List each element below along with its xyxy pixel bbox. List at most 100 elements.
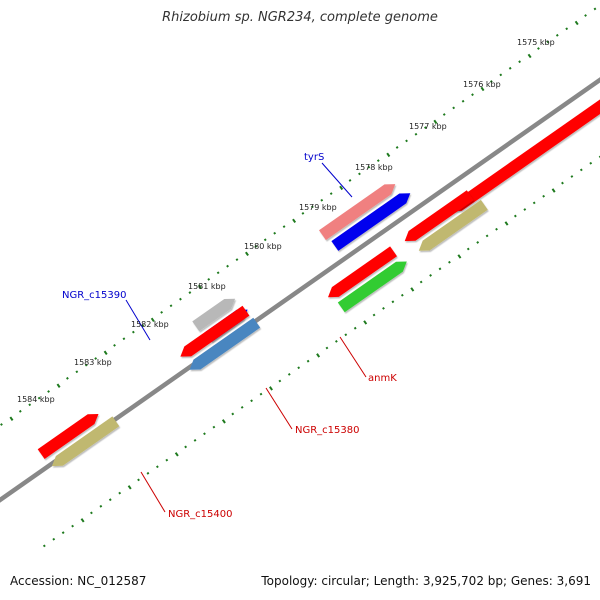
tick-mark-outer [0, 423, 3, 426]
tick-mark-inner [523, 208, 527, 211]
tick-mark-inner [212, 425, 216, 429]
tick-mark-outer [245, 251, 249, 257]
tick-label: 1579 kbp [299, 203, 337, 212]
tick-dots-outer [0, 7, 597, 426]
tick-mark-outer [518, 60, 522, 64]
tick-mark-outer [424, 126, 427, 130]
tick-mark-inner [448, 260, 451, 264]
tick-mark-outer [527, 53, 532, 59]
tick-mark-outer [254, 245, 258, 248]
gene-label: NGR_c15390 [62, 290, 127, 301]
tick-mark-outer [18, 409, 22, 413]
gene-feature[interactable] [51, 416, 120, 467]
tick-mark-inner [532, 201, 536, 205]
gene-feature[interactable] [404, 190, 474, 242]
tick-mark-outer [141, 324, 145, 327]
tick-mark-outer [480, 86, 485, 92]
tick-mark-outer [461, 99, 465, 103]
tick-mark-outer [273, 231, 277, 235]
tick-mark-inner [363, 320, 368, 325]
tick-mark-inner [174, 452, 179, 457]
tick-mark-outer [122, 337, 126, 341]
tick-mark-outer [358, 172, 361, 176]
gene-feature[interactable] [319, 184, 396, 241]
tick-label: 1580 kbp [244, 242, 282, 251]
gene-feature[interactable] [418, 199, 488, 251]
tick-mark-inner [287, 372, 291, 376]
tick-mark-inner [259, 392, 263, 396]
tick-mark-inner [306, 359, 310, 363]
tick-label: 1583 kbp [74, 358, 112, 367]
tick-mark-outer [348, 179, 352, 182]
tick-mark-outer [320, 198, 324, 202]
tick-mark-outer [84, 363, 88, 367]
tick-mark-outer [282, 225, 286, 229]
tick-mark-inner [542, 194, 546, 198]
tick-dots-inner [42, 155, 600, 548]
tick-mark-inner [184, 445, 188, 449]
tick-mark-inner [127, 485, 132, 490]
tick-mark-inner [297, 366, 301, 370]
tick-mark-outer [56, 383, 61, 388]
tick-mark-inner [551, 188, 556, 193]
gene-feature[interactable] [189, 317, 261, 370]
label-leader-lines [125, 162, 367, 513]
tick-mark-outer [310, 205, 314, 209]
tick-mark-inner [108, 498, 112, 502]
gene-feature[interactable] [328, 246, 397, 298]
tick-mark-outer [37, 396, 41, 400]
tick-label: 1581 kbp [188, 282, 226, 291]
tick-mark-outer [169, 304, 173, 308]
tick-mark-outer [471, 93, 474, 97]
tick-mark-outer [452, 106, 456, 110]
tick-mark-inner [504, 221, 509, 226]
tick-mark-inner [90, 511, 93, 515]
tick-mark-inner [438, 267, 442, 271]
tick-mark-outer [442, 113, 446, 116]
tick-mark-outer [179, 297, 182, 301]
tick-mark-outer [565, 27, 569, 31]
tick-mark-outer [160, 310, 164, 314]
tick-mark-outer [339, 185, 344, 191]
gene-feature[interactable] [450, 77, 600, 212]
tick-mark-inner [193, 438, 197, 442]
gene-feature[interactable] [192, 298, 236, 332]
tick-mark-inner [334, 339, 338, 343]
tick-mark-outer [376, 159, 380, 163]
gene-feature[interactable] [180, 305, 250, 357]
gene-feature[interactable] [37, 414, 99, 459]
tick-mark-inner [419, 280, 423, 284]
gene-label: anmK [368, 373, 397, 384]
tick-mark-inner [325, 346, 329, 350]
tick-label: 1577 kbp [409, 122, 447, 131]
tick-mark-inner [476, 241, 480, 244]
gene-feature[interactable] [331, 193, 411, 251]
tick-label: 1576 kbp [463, 80, 501, 89]
tick-mark-inner [391, 300, 395, 304]
tick-mark-outer [263, 238, 267, 242]
leader-line [125, 299, 151, 341]
tick-label: 1582 kbp [131, 320, 169, 329]
tick-mark-inner [278, 379, 282, 383]
tick-mark-outer [433, 119, 438, 125]
tick-mark-inner [231, 412, 235, 416]
tick-mark-inner [495, 227, 498, 231]
leader-line [339, 336, 367, 378]
tick-mark-outer [367, 165, 371, 169]
tick-mark-inner [240, 405, 244, 409]
tick-mark-outer [301, 212, 305, 215]
tick-mark-inner [400, 293, 404, 297]
tick-mark-outer [188, 291, 192, 294]
tick-mark-outer [66, 376, 69, 380]
tick-mark-outer [131, 330, 135, 334]
tick-mark-inner [353, 326, 357, 330]
tick-mark-outer [584, 14, 587, 17]
gene-feature[interactable] [337, 261, 407, 313]
tick-mark-outer [329, 192, 333, 196]
tick-label: 1575 kbp [517, 38, 555, 47]
tick-mark-outer [207, 277, 211, 281]
tick-mark-inner [485, 234, 489, 238]
tick-label: 1584 kbp [17, 395, 55, 404]
tick-mark-outer [113, 343, 116, 347]
tick-mark-inner [344, 333, 348, 337]
